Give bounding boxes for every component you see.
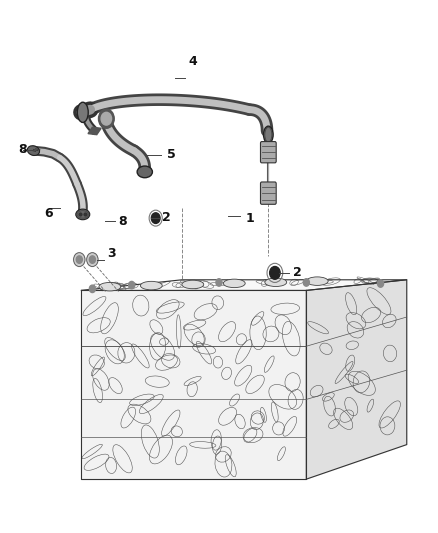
Ellipse shape (265, 278, 287, 287)
Circle shape (74, 253, 85, 266)
Circle shape (87, 253, 98, 266)
Polygon shape (88, 127, 101, 135)
Text: 6: 6 (44, 207, 53, 220)
Circle shape (216, 279, 222, 286)
Text: 8: 8 (18, 143, 27, 156)
Text: 4: 4 (188, 55, 197, 68)
Circle shape (129, 281, 135, 289)
Text: 3: 3 (108, 247, 117, 260)
Polygon shape (81, 280, 407, 290)
Ellipse shape (137, 166, 152, 177)
Ellipse shape (99, 282, 121, 291)
Circle shape (89, 256, 95, 263)
Ellipse shape (141, 281, 162, 290)
Ellipse shape (28, 146, 39, 156)
FancyBboxPatch shape (261, 182, 276, 204)
Ellipse shape (223, 279, 245, 288)
Circle shape (378, 280, 384, 287)
Polygon shape (306, 280, 407, 479)
Circle shape (89, 285, 95, 293)
Circle shape (99, 109, 114, 128)
Circle shape (101, 112, 112, 125)
Circle shape (270, 266, 280, 279)
FancyBboxPatch shape (261, 142, 276, 163)
Text: 2: 2 (293, 266, 302, 279)
Text: 2: 2 (162, 211, 171, 224)
Circle shape (303, 279, 309, 286)
Circle shape (151, 213, 160, 223)
Ellipse shape (306, 277, 328, 285)
Circle shape (76, 256, 82, 263)
Ellipse shape (264, 126, 273, 143)
Ellipse shape (76, 209, 90, 220)
Ellipse shape (182, 280, 204, 289)
Text: 1: 1 (245, 212, 254, 225)
Text: 8: 8 (119, 215, 127, 228)
Ellipse shape (78, 102, 88, 123)
Polygon shape (81, 290, 306, 479)
Text: 5: 5 (166, 148, 175, 161)
